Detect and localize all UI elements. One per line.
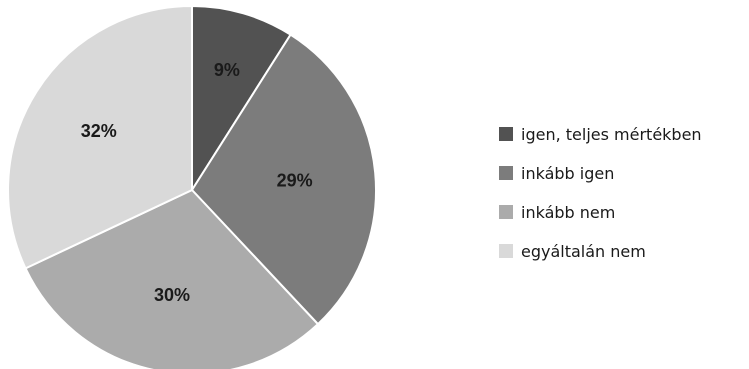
pie-slices <box>7 4 377 369</box>
slice-label-igen-teljes: 9% <box>214 60 240 80</box>
legend-label-igen-teljes: igen, teljes mértékben <box>521 124 702 144</box>
legend-item-egyaltalan-nem: egyáltalán nem <box>499 239 702 263</box>
pie-slice-egyaltalan-nem <box>7 4 193 270</box>
pie-labels: 9% 29% 30% 32% <box>81 60 313 305</box>
slice-label-inkabb-igen: 29% <box>277 170 313 190</box>
legend-swatch-inkabb-nem <box>499 205 513 219</box>
legend-swatch-igen-teljes <box>499 127 513 141</box>
legend-item-inkabb-igen: inkább igen <box>499 161 702 185</box>
legend-label-inkabb-igen: inkább igen <box>521 163 615 183</box>
pie-chart: 9% 29% 30% 32% <box>7 4 377 369</box>
pie-slice-inkabb-igen <box>190 33 377 326</box>
pie-slice-igen-teljes <box>191 4 292 194</box>
slice-label-inkabb-nem: 30% <box>154 285 190 305</box>
legend: igen, teljes mértékben inkább igen inkáb… <box>499 122 702 278</box>
legend-label-egyaltalan-nem: egyáltalán nem <box>521 241 646 261</box>
slice-label-egyaltalan-nem: 32% <box>81 121 117 141</box>
legend-swatch-inkabb-igen <box>499 166 513 180</box>
legend-label-inkabb-nem: inkább nem <box>521 202 616 222</box>
legend-item-inkabb-nem: inkább nem <box>499 200 702 224</box>
legend-item-igen-teljes: igen, teljes mértékben <box>499 122 702 146</box>
legend-swatch-egyaltalan-nem <box>499 244 513 258</box>
